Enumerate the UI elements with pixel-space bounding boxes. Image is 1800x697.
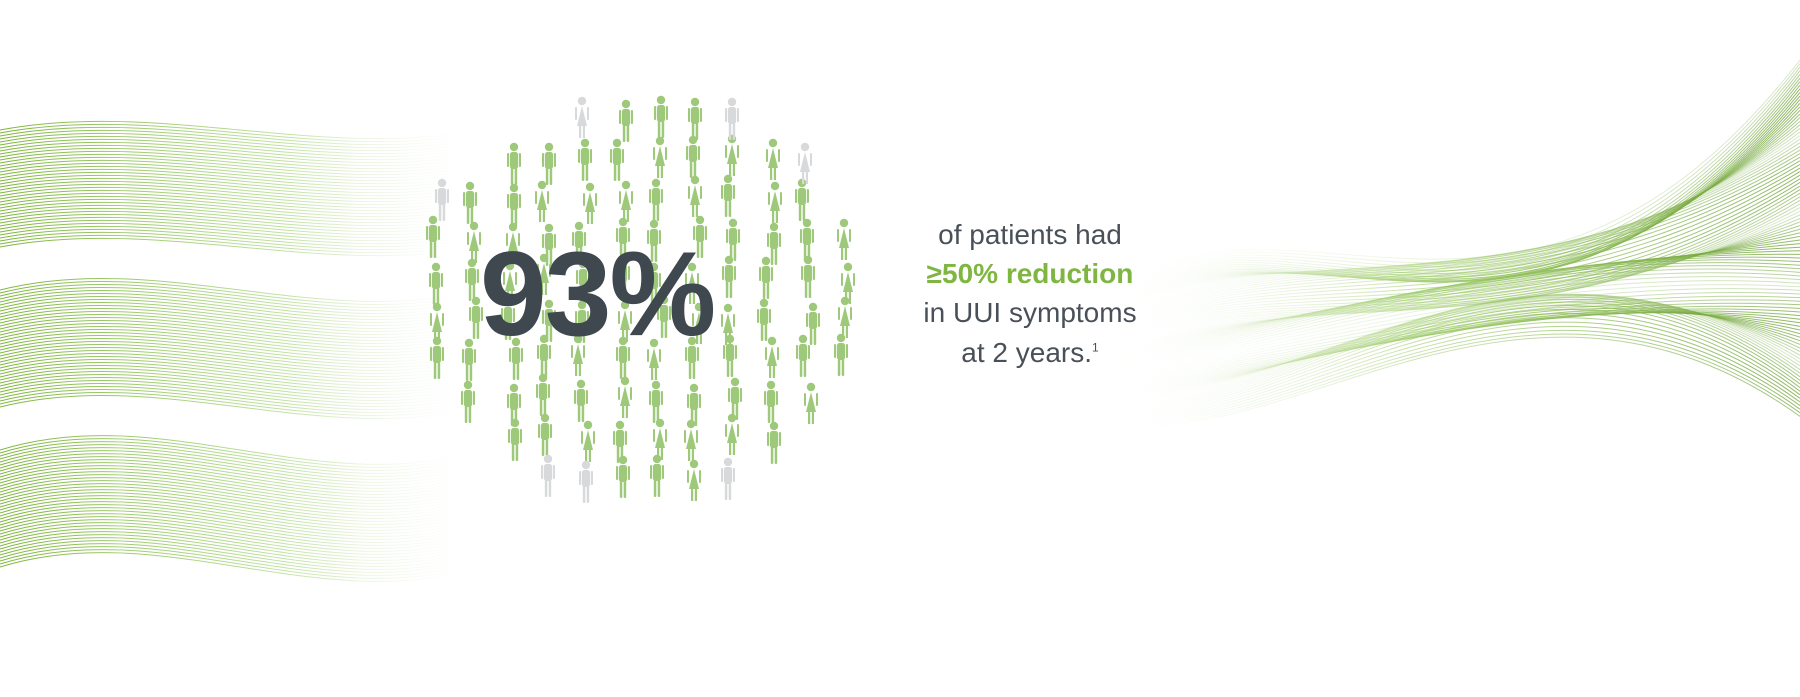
person-icon	[793, 334, 813, 378]
person-icon	[683, 135, 703, 179]
person-icon	[571, 379, 591, 423]
person-icon	[504, 142, 524, 186]
wave-decoration-right	[1100, 0, 1800, 697]
person-icon	[535, 413, 555, 457]
person-icon	[613, 455, 633, 499]
person-icon	[539, 142, 559, 186]
person-icon	[763, 138, 783, 182]
caption-highlight: ≥50% reduction	[927, 258, 1134, 289]
caption-line1: of patients had	[938, 219, 1122, 250]
person-icon	[718, 174, 738, 218]
person-icon	[685, 97, 705, 141]
caption-line3: in UUI symptoms	[923, 297, 1136, 328]
person-icon	[505, 418, 525, 462]
stat-caption: of patients had ≥50% reduction in UUI sy…	[900, 215, 1160, 372]
person-icon	[607, 138, 627, 182]
person-icon	[718, 457, 738, 501]
person-icon	[616, 180, 636, 224]
person-icon	[458, 380, 478, 424]
person-icon	[834, 218, 854, 262]
person-icon	[801, 382, 821, 426]
person-icon	[720, 334, 740, 378]
person-icon	[572, 96, 592, 140]
person-icon	[615, 376, 635, 420]
person-icon	[646, 380, 666, 424]
person-icon	[533, 373, 553, 417]
person-icon	[576, 460, 596, 504]
person-icon	[459, 338, 479, 382]
person-icon	[580, 182, 600, 226]
person-icon	[764, 421, 784, 465]
person-icon	[685, 175, 705, 219]
person-icon	[684, 459, 704, 503]
person-icon	[575, 138, 595, 182]
person-icon	[427, 336, 447, 380]
person-icon	[838, 262, 858, 306]
person-icon	[651, 95, 671, 139]
caption-line4: at 2 years.	[961, 337, 1092, 368]
person-icon	[795, 142, 815, 186]
person-icon	[504, 183, 524, 227]
person-icon	[578, 420, 598, 464]
person-icon	[426, 262, 446, 306]
person-icon	[761, 380, 781, 424]
person-icon	[650, 136, 670, 180]
person-icon	[764, 222, 784, 266]
person-icon	[647, 454, 667, 498]
person-icon	[754, 298, 774, 342]
person-icon	[681, 419, 701, 463]
person-icon	[831, 333, 851, 377]
person-icon	[797, 218, 817, 262]
person-icon	[538, 454, 558, 498]
person-icon	[765, 181, 785, 225]
person-icon	[532, 180, 552, 224]
person-icon	[722, 413, 742, 457]
person-icon	[646, 178, 666, 222]
person-icon	[723, 218, 743, 262]
person-icon	[432, 178, 452, 222]
person-icon	[460, 181, 480, 225]
stat-value: 93%	[480, 225, 714, 363]
person-icon	[616, 99, 636, 143]
caption-footnote: 1	[1092, 340, 1099, 354]
person-icon	[722, 97, 742, 141]
person-icon	[762, 336, 782, 380]
